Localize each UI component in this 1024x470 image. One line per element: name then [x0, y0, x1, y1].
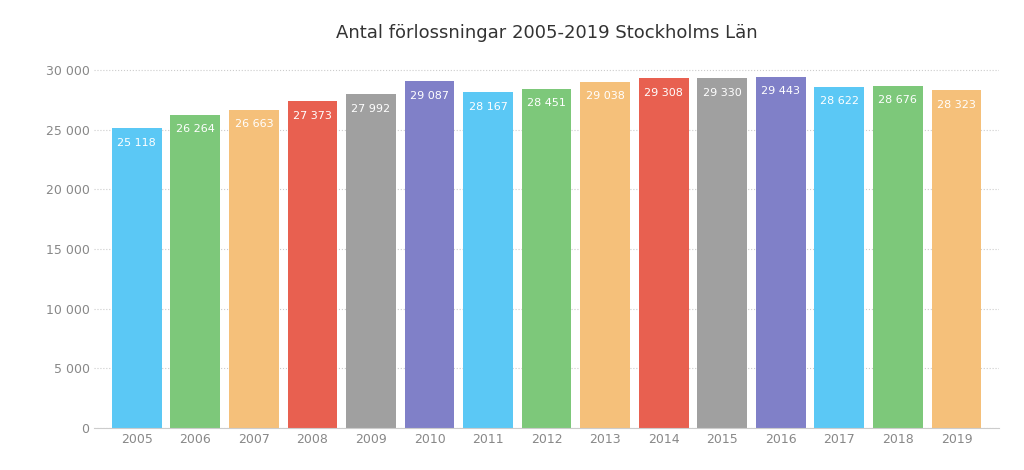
Text: 29 038: 29 038	[586, 91, 625, 101]
Text: 28 167: 28 167	[469, 102, 508, 111]
Bar	[639, 78, 688, 428]
Text: 26 264: 26 264	[176, 124, 215, 134]
Bar	[288, 102, 337, 428]
Bar	[581, 82, 630, 428]
Text: 29 087: 29 087	[410, 91, 449, 101]
Text: 28 676: 28 676	[879, 95, 918, 105]
Text: 28 622: 28 622	[820, 96, 859, 106]
Bar	[873, 86, 923, 428]
Bar	[170, 115, 220, 428]
Bar	[697, 78, 748, 428]
Text: 29 443: 29 443	[761, 86, 801, 96]
Bar	[756, 77, 806, 428]
Text: 27 373: 27 373	[293, 111, 332, 121]
Text: 28 323: 28 323	[937, 100, 976, 110]
Text: 28 451: 28 451	[527, 98, 566, 108]
Bar	[814, 86, 864, 428]
Bar	[229, 110, 279, 428]
Text: 29 330: 29 330	[702, 88, 741, 98]
Bar	[112, 128, 162, 428]
Bar	[521, 89, 571, 428]
Text: 29 308: 29 308	[644, 88, 683, 98]
Title: Antal förlossningar 2005-2019 Stockholms Län: Antal förlossningar 2005-2019 Stockholms…	[336, 24, 758, 42]
Text: 26 663: 26 663	[234, 119, 273, 129]
Bar	[463, 92, 513, 428]
Bar	[346, 94, 396, 428]
Text: 25 118: 25 118	[118, 138, 156, 148]
Bar	[932, 90, 981, 428]
Bar	[404, 81, 455, 428]
Text: 27 992: 27 992	[351, 104, 390, 114]
